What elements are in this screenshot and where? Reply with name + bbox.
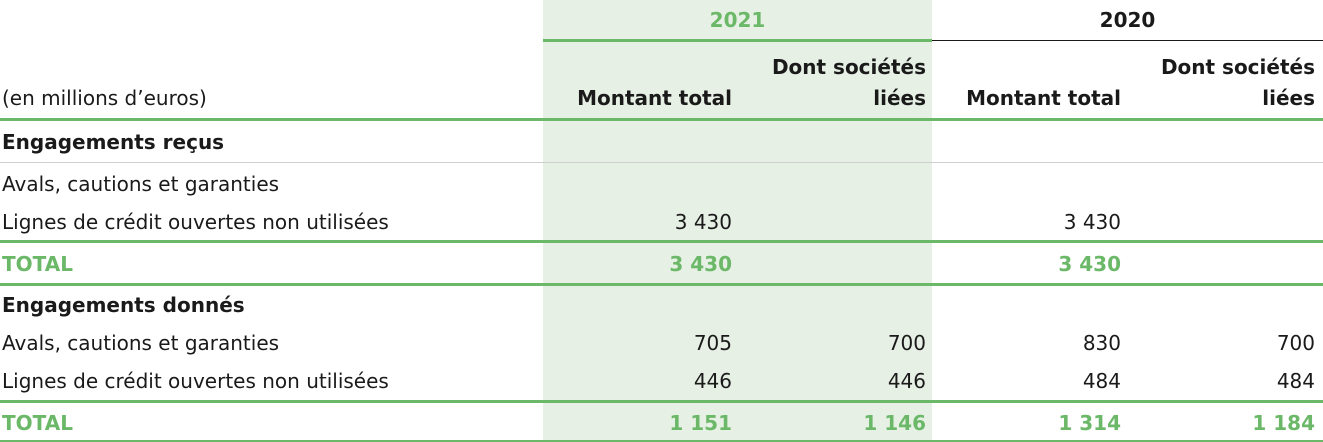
cell-related-2021: 700 [887,331,926,355]
cell-total-2020: 484 [1082,369,1121,393]
row-label: Avals, cautions et garanties [2,172,280,196]
cell-total-2021: 3 430 [674,210,732,234]
col-header-related-2020-line2: liées [1262,86,1315,110]
col-header-total-2021: Montant total [577,86,732,110]
section-divider [0,162,1323,163]
row-label: Avals, cautions et garanties [2,331,280,355]
unit-label: (en millions d’euros) [2,86,207,110]
row-label: Lignes de crédit ouvertes non utilisées [2,210,389,234]
col-header-related-2021: Dont sociétés [771,55,926,79]
total-label: TOTAL [2,252,73,276]
year-2021-underline [543,39,932,42]
col-header-related-2020: Dont sociétés [1160,55,1315,79]
total-2020: 3 430 [1058,252,1121,276]
total-rule-top [0,400,1323,403]
col-header-related-2021-line2: liées [873,86,926,110]
year-2020-underline [932,40,1323,41]
cell-total-2021: 705 [693,331,732,355]
table-bottom-rule [0,440,1323,442]
column-highlight-2021 [543,0,932,442]
total-related-2021: 1 146 [863,411,926,435]
section-title: Engagements reçus [2,130,225,154]
cell-total-2021: 446 [693,369,732,393]
section-title: Engagements donnés [2,293,245,317]
row-label: Lignes de crédit ouvertes non utilisées [2,369,389,393]
year-2020-header: 2020 [1099,8,1156,32]
total-related-2020: 1 184 [1252,411,1315,435]
cell-related-2021: 446 [887,369,926,393]
year-2021-header: 2021 [709,8,766,32]
cell-total-2020: 830 [1082,331,1121,355]
header-rule [0,118,1323,121]
cell-related-2020: 700 [1276,331,1315,355]
total-rule-top [0,240,1323,243]
total-label: TOTAL [2,411,73,435]
total-2021: 3 430 [669,252,732,276]
total-2021: 1 151 [669,411,732,435]
total-2020: 1 314 [1058,411,1121,435]
cell-related-2020: 484 [1276,369,1315,393]
col-header-total-2020: Montant total [966,86,1121,110]
cell-total-2020: 3 430 [1063,210,1121,234]
total-rule-bottom [0,283,1323,286]
